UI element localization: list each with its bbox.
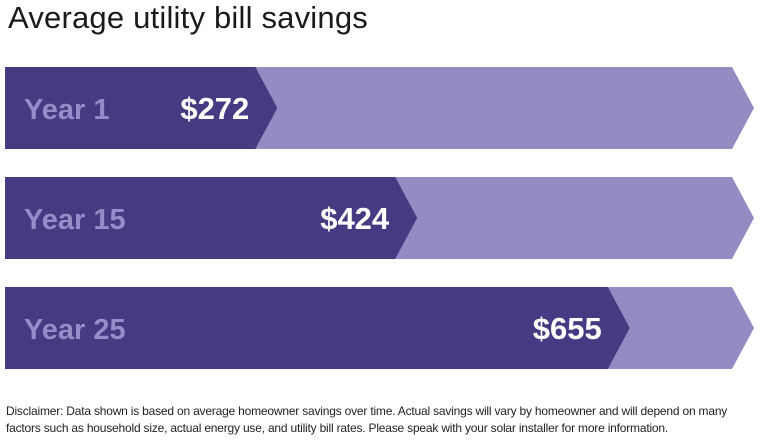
bar-value [5, 67, 278, 149]
disclaimer-text: Disclaimer: Data shown is based on avera… [6, 404, 728, 435]
category-label: Year 25 [24, 314, 126, 346]
chart-title: Average utility bill savings [8, 0, 368, 35]
value-label: $272 [180, 91, 249, 126]
savings-bar-chart: Year 1 $272 Year 15 $424 Year 25 $655 [5, 67, 754, 369]
value-label: $655 [533, 311, 602, 346]
bar-value [5, 287, 630, 369]
bar-value [5, 177, 418, 259]
category-label: Year 15 [24, 204, 126, 236]
value-label: $424 [320, 201, 390, 236]
category-label: Year 1 [24, 94, 109, 126]
